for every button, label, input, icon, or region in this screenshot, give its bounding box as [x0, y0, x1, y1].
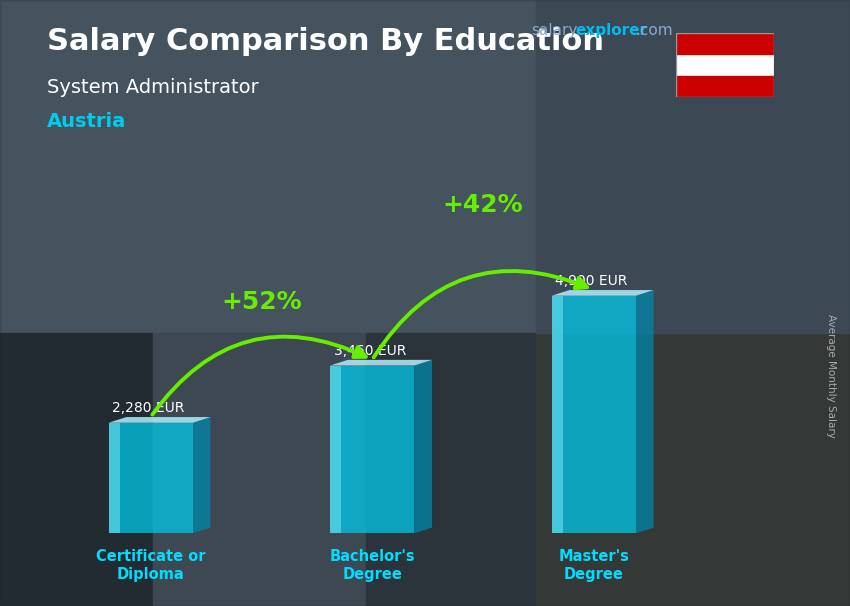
Bar [330, 365, 341, 533]
Text: salary: salary [531, 23, 578, 38]
Bar [330, 365, 414, 533]
Text: Salary Comparison By Education: Salary Comparison By Education [47, 27, 603, 56]
Polygon shape [330, 360, 432, 365]
Polygon shape [109, 417, 211, 423]
Bar [552, 296, 636, 533]
Polygon shape [193, 417, 211, 533]
Bar [0, 333, 153, 606]
Bar [676, 76, 774, 97]
Text: 4,900 EUR: 4,900 EUR [555, 274, 627, 288]
Bar [552, 296, 563, 533]
Text: Austria: Austria [47, 112, 126, 131]
Text: Average Monthly Salary: Average Monthly Salary [826, 314, 836, 438]
Bar [366, 333, 536, 606]
Bar [153, 333, 366, 606]
Polygon shape [636, 290, 654, 533]
Bar [109, 423, 193, 533]
Bar [536, 333, 850, 606]
Polygon shape [552, 290, 654, 296]
Polygon shape [414, 360, 432, 533]
Text: +52%: +52% [221, 290, 302, 314]
Text: explorer: explorer [575, 23, 648, 38]
Bar [109, 423, 120, 533]
Text: .com: .com [636, 23, 673, 38]
Text: +42%: +42% [443, 193, 524, 218]
Text: 2,280 EUR: 2,280 EUR [112, 401, 184, 415]
Text: System Administrator: System Administrator [47, 78, 258, 96]
Bar [0, 0, 850, 333]
Bar [676, 33, 774, 55]
Text: 3,460 EUR: 3,460 EUR [334, 344, 406, 358]
Bar [536, 0, 850, 333]
